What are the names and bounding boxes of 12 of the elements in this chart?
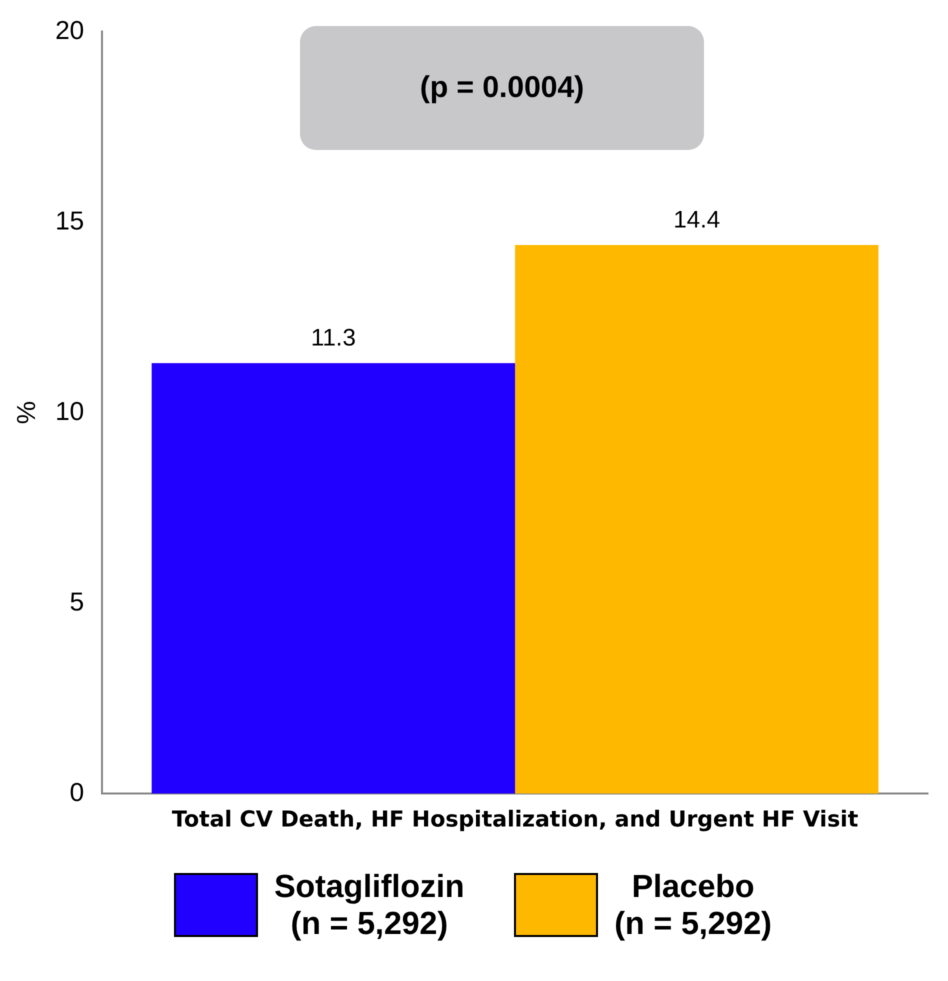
y-tick-label: 10	[55, 396, 84, 426]
legend-label: Placebo (n = 5,292)	[614, 868, 772, 942]
y-tick-label: 20	[55, 14, 84, 45]
y-tick-label: 0	[70, 776, 84, 807]
annotation: (p = 0.0004)	[420, 71, 584, 105]
legend-label: Sotagliflozin (n = 5,292)	[274, 868, 464, 942]
y-tick-label: 5	[70, 586, 84, 616]
data-label: 14.4	[673, 206, 720, 234]
y-tick-label: 15	[55, 205, 84, 236]
y-axis-title: %	[10, 401, 41, 424]
data-label: 11.3	[310, 324, 356, 352]
x-tick-label: Total CV Death, HF Hospitalization, and Urgent HF Visit	[172, 808, 859, 833]
